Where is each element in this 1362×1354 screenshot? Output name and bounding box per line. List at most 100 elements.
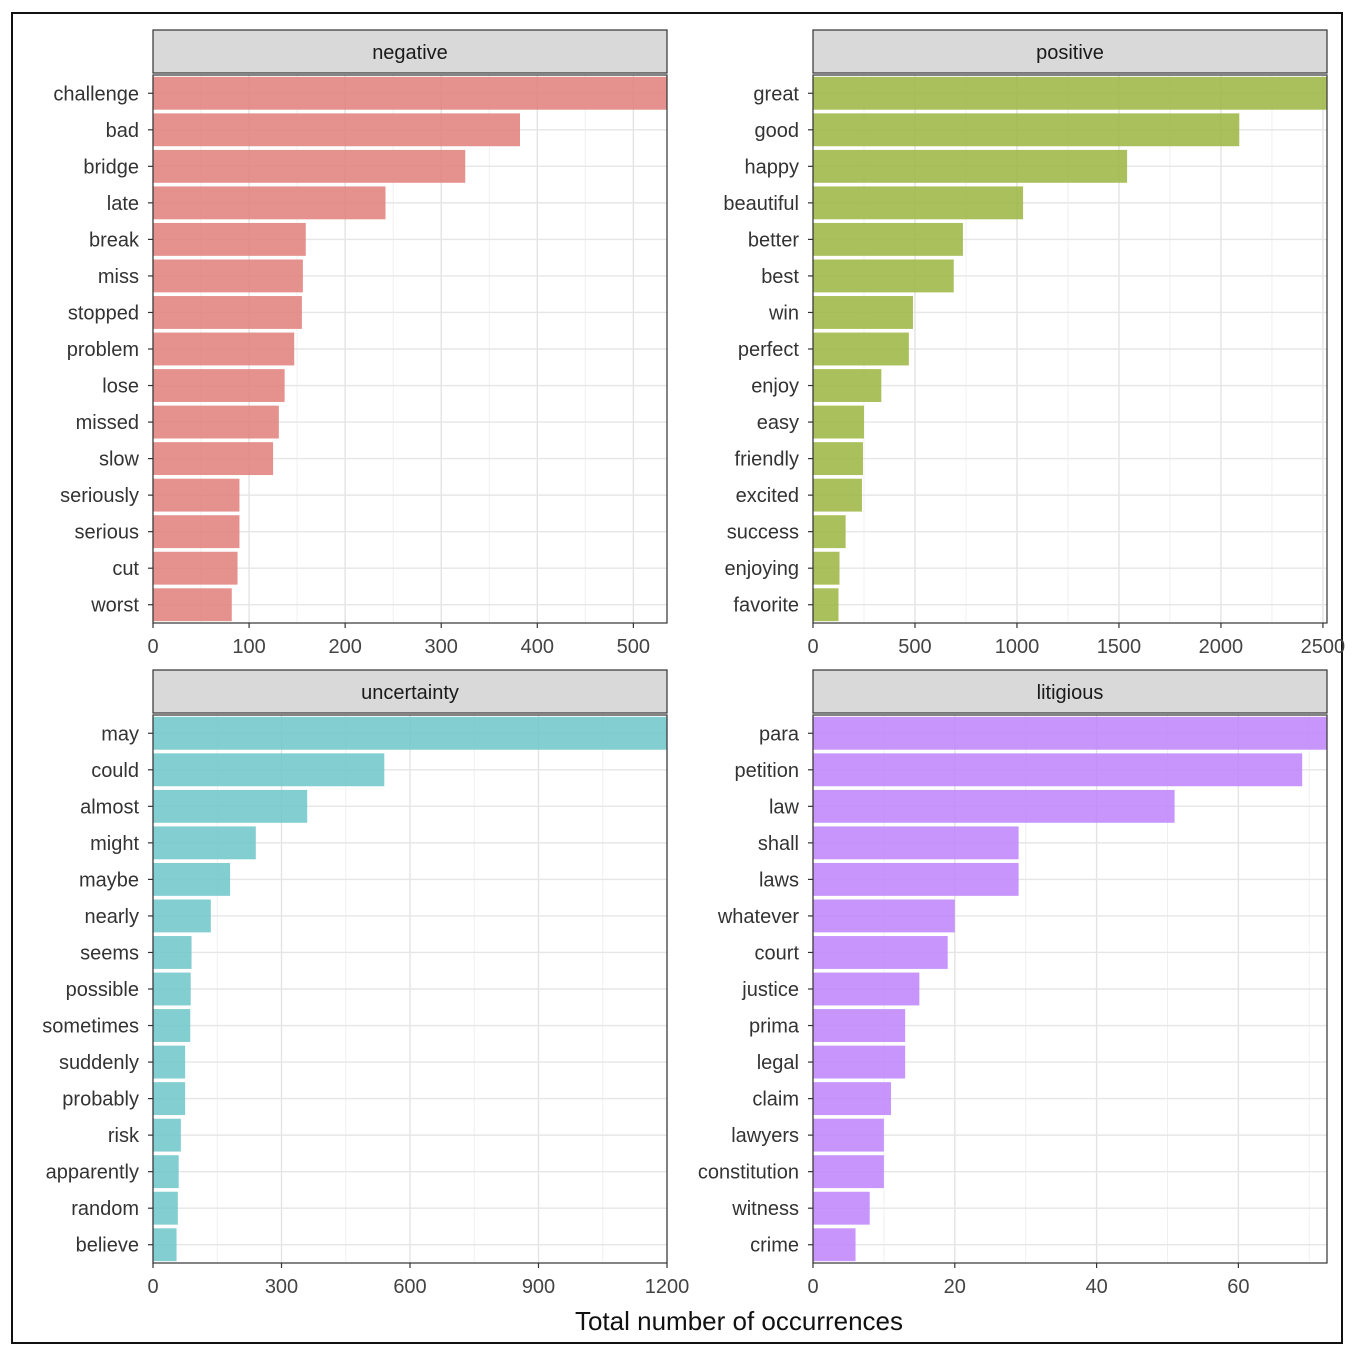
- category-label: claim: [752, 1089, 799, 1111]
- category-label: prima: [749, 1016, 800, 1038]
- category-label: para: [759, 723, 800, 745]
- bar-litigious-shall: [813, 826, 1019, 860]
- x-tick-label: 60: [1227, 1276, 1249, 1298]
- facet-title-negative: negative: [372, 42, 448, 64]
- category-label: great: [753, 83, 799, 105]
- bar-litigious-petition: [813, 753, 1303, 787]
- facet-title-litigious: litigious: [1037, 682, 1104, 704]
- x-tick-label: 1200: [645, 1276, 690, 1298]
- category-label: stopped: [68, 302, 139, 324]
- x-tick-label: 0: [807, 636, 818, 658]
- facet-strip: [812, 29, 1328, 74]
- bar-negative-challenge: [153, 76, 667, 110]
- category-label: enjoying: [724, 558, 799, 580]
- bar-positive-beautiful: [813, 186, 1024, 220]
- category-label: win: [768, 302, 799, 324]
- x-tick-label: 0: [807, 1276, 818, 1298]
- facet-title-positive: positive: [1036, 42, 1104, 64]
- x-tick-label: 0: [147, 636, 158, 658]
- bar-uncertainty-seems: [153, 936, 192, 969]
- category-label: perfect: [738, 339, 800, 361]
- category-label: friendly: [735, 449, 799, 471]
- category-label: serious: [75, 522, 139, 544]
- bar-positive-friendly: [813, 442, 863, 476]
- category-label: could: [91, 760, 139, 782]
- x-tick-label: 40: [1085, 1276, 1107, 1298]
- bar-uncertainty-apparently: [153, 1155, 179, 1189]
- category-label: constitution: [698, 1162, 799, 1184]
- bar-positive-happy: [813, 149, 1128, 183]
- category-label: suddenly: [59, 1052, 139, 1074]
- category-label: beautiful: [723, 193, 799, 215]
- category-label: seriously: [60, 485, 139, 507]
- category-label: court: [755, 942, 800, 964]
- category-label: legal: [757, 1052, 799, 1074]
- category-label: laws: [759, 869, 799, 891]
- bar-litigious-claim: [813, 1082, 891, 1116]
- category-label: random: [71, 1198, 139, 1220]
- bar-uncertainty-probably: [153, 1082, 186, 1116]
- bar-negative-serious: [153, 515, 240, 549]
- bar-litigious-law: [813, 789, 1175, 823]
- category-label: good: [755, 120, 800, 142]
- category-label: challenge: [53, 83, 139, 105]
- x-tick-label: 100: [232, 636, 265, 658]
- category-label: apparently: [46, 1162, 139, 1184]
- category-label: cut: [112, 558, 139, 580]
- category-label: petition: [735, 760, 800, 782]
- x-tick-label: 0: [147, 1276, 158, 1298]
- bar-litigious-legal: [813, 1045, 906, 1079]
- bar-litigious-lawyers: [813, 1118, 884, 1152]
- facet-strip: [152, 669, 668, 714]
- category-label: may: [101, 723, 139, 745]
- category-label: maybe: [79, 869, 139, 891]
- bar-uncertainty-sometimes: [153, 1009, 191, 1042]
- bar-negative-bridge: [153, 149, 466, 183]
- x-tick-label: 900: [522, 1276, 555, 1298]
- bar-positive-excited: [813, 478, 862, 512]
- bar-negative-break: [153, 222, 306, 256]
- category-label: lose: [102, 376, 139, 398]
- bar-positive-great: [813, 76, 1327, 110]
- category-label: crime: [750, 1235, 799, 1257]
- bar-positive-success: [813, 515, 846, 549]
- facet-strip: [812, 669, 1328, 714]
- bar-uncertainty-may: [153, 716, 667, 750]
- bar-uncertainty-believe: [153, 1228, 177, 1262]
- bar-negative-worst: [153, 588, 232, 622]
- x-tick-label: 1000: [995, 636, 1040, 658]
- bar-litigious-crime: [813, 1228, 856, 1262]
- facet-title-uncertainty: uncertainty: [361, 682, 459, 704]
- bar-uncertainty-almost: [153, 789, 308, 823]
- bar-uncertainty-random: [153, 1191, 178, 1225]
- category-label: success: [727, 522, 799, 544]
- facet-strip: [152, 29, 668, 74]
- x-tick-label: 2500: [1301, 636, 1346, 658]
- category-label: break: [89, 229, 140, 251]
- category-label: lawyers: [731, 1125, 799, 1147]
- category-label: bad: [106, 120, 139, 142]
- bar-positive-enjoying: [813, 551, 840, 585]
- x-tick-label: 500: [617, 636, 650, 658]
- category-label: worst: [90, 595, 139, 617]
- category-label: sometimes: [42, 1016, 139, 1038]
- x-tick-label: 300: [425, 636, 458, 658]
- category-label: nearly: [85, 906, 139, 928]
- bar-positive-easy: [813, 405, 864, 439]
- category-label: favorite: [733, 595, 799, 617]
- bar-positive-best: [813, 259, 954, 293]
- bar-negative-cut: [153, 551, 238, 585]
- bar-uncertainty-suddenly: [153, 1045, 186, 1079]
- bar-uncertainty-risk: [153, 1118, 181, 1152]
- category-label: missed: [76, 412, 139, 434]
- x-tick-label: 500: [898, 636, 931, 658]
- category-label: miss: [98, 266, 139, 288]
- category-label: happy: [745, 156, 800, 178]
- x-tick-label: 2000: [1199, 636, 1244, 658]
- category-label: late: [107, 193, 139, 215]
- bar-uncertainty-maybe: [153, 862, 231, 896]
- bar-positive-win: [813, 296, 913, 329]
- category-label: probably: [62, 1089, 139, 1111]
- x-tick-label: 20: [944, 1276, 966, 1298]
- x-tick-label: 1500: [1097, 636, 1142, 658]
